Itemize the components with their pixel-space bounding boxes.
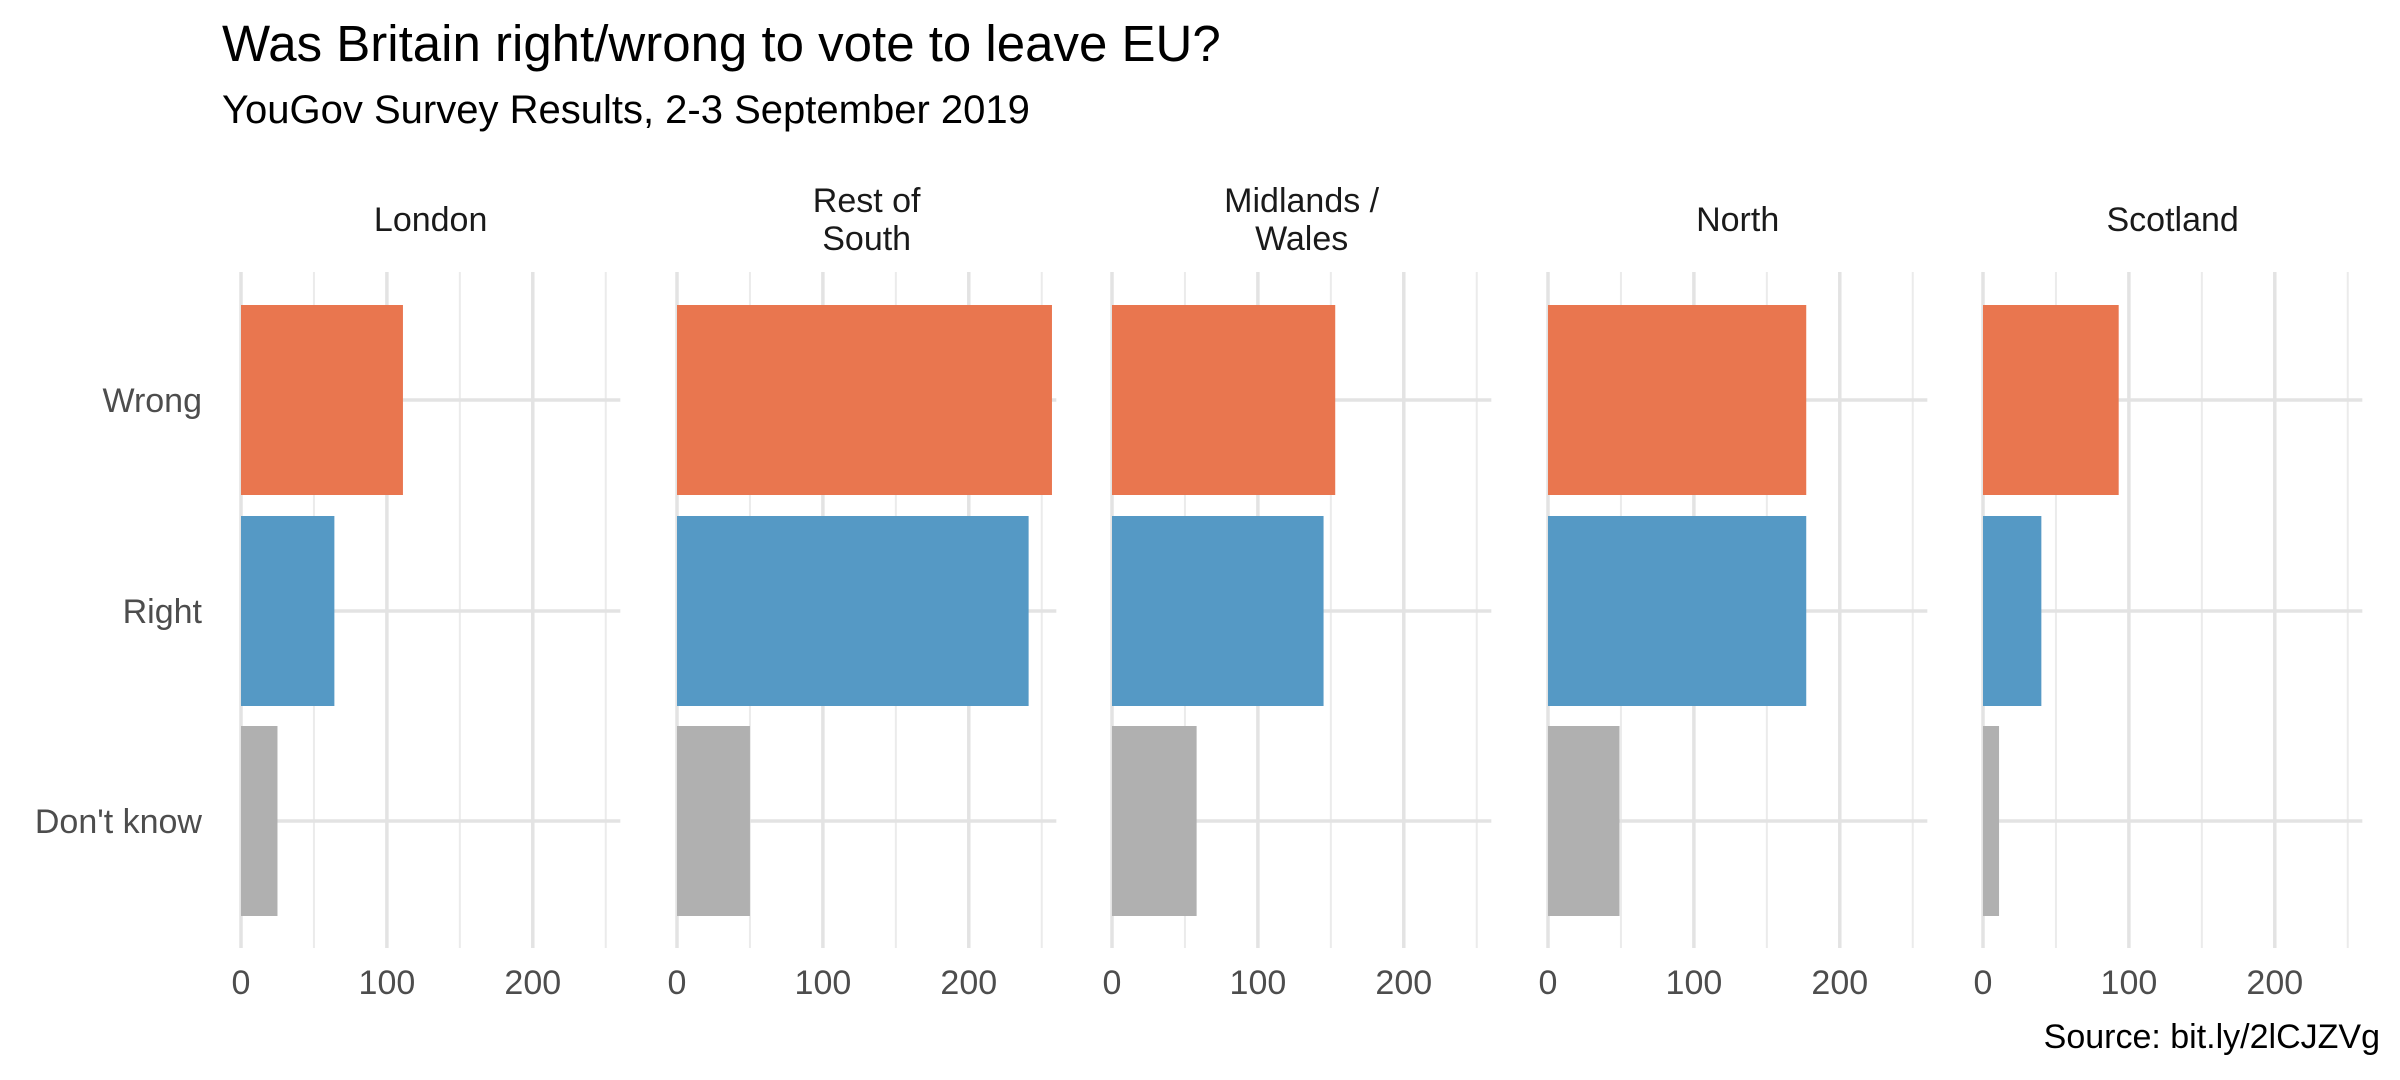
chart-source-caption: Source: bit.ly/2lCJZVg — [2043, 1018, 2380, 1056]
facet-strip-label: Scotland — [2107, 201, 2239, 239]
bar-right — [1112, 516, 1324, 706]
x-tick-label: 200 — [504, 964, 561, 1002]
facet-strip-label: Rest of — [813, 182, 921, 220]
y-tick-label: Don't know — [35, 803, 203, 841]
bar-right — [1548, 516, 1807, 706]
facet-strip-label: Wales — [1255, 220, 1348, 258]
bar-don-t-know — [1983, 726, 2000, 916]
chart-title: Was Britain right/wrong to vote to leave… — [222, 15, 1221, 72]
bar-wrong — [1983, 305, 2119, 495]
x-tick-label: 0 — [1539, 964, 1558, 1002]
facet-strip-label: South — [822, 220, 911, 258]
x-tick-label: 200 — [1811, 964, 1868, 1002]
x-tick-label: 0 — [1974, 964, 1993, 1002]
bar-don-t-know — [677, 726, 750, 916]
x-tick-label: 100 — [359, 964, 416, 1002]
x-tick-label: 0 — [668, 964, 687, 1002]
facet-strip-label: London — [374, 201, 487, 239]
facet-strip-label: North — [1696, 201, 1779, 239]
bar-wrong — [1548, 305, 1807, 495]
bar-right — [1983, 516, 2042, 706]
x-tick-label: 100 — [1666, 964, 1723, 1002]
x-tick-label: 200 — [1375, 964, 1432, 1002]
bar-wrong — [1112, 305, 1336, 495]
x-tick-label: 0 — [232, 964, 251, 1002]
bar-wrong — [241, 305, 403, 495]
x-tick-label: 0 — [1103, 964, 1122, 1002]
y-tick-label: Wrong — [102, 382, 202, 420]
bar-don-t-know — [241, 726, 278, 916]
x-tick-label: 100 — [1230, 964, 1287, 1002]
facet-strip-label: Midlands / — [1224, 182, 1380, 220]
x-tick-label: 100 — [2101, 964, 2158, 1002]
bar-right — [677, 516, 1029, 706]
chart-subtitle: YouGov Survey Results, 2-3 September 201… — [222, 88, 1030, 132]
x-tick-label: 200 — [940, 964, 997, 1002]
bar-wrong — [677, 305, 1052, 495]
x-tick-label: 200 — [2246, 964, 2303, 1002]
x-tick-label: 100 — [795, 964, 852, 1002]
bar-right — [241, 516, 335, 706]
bar-don-t-know — [1548, 726, 1620, 916]
bar-don-t-know — [1112, 726, 1197, 916]
y-tick-label: Right — [123, 593, 203, 631]
